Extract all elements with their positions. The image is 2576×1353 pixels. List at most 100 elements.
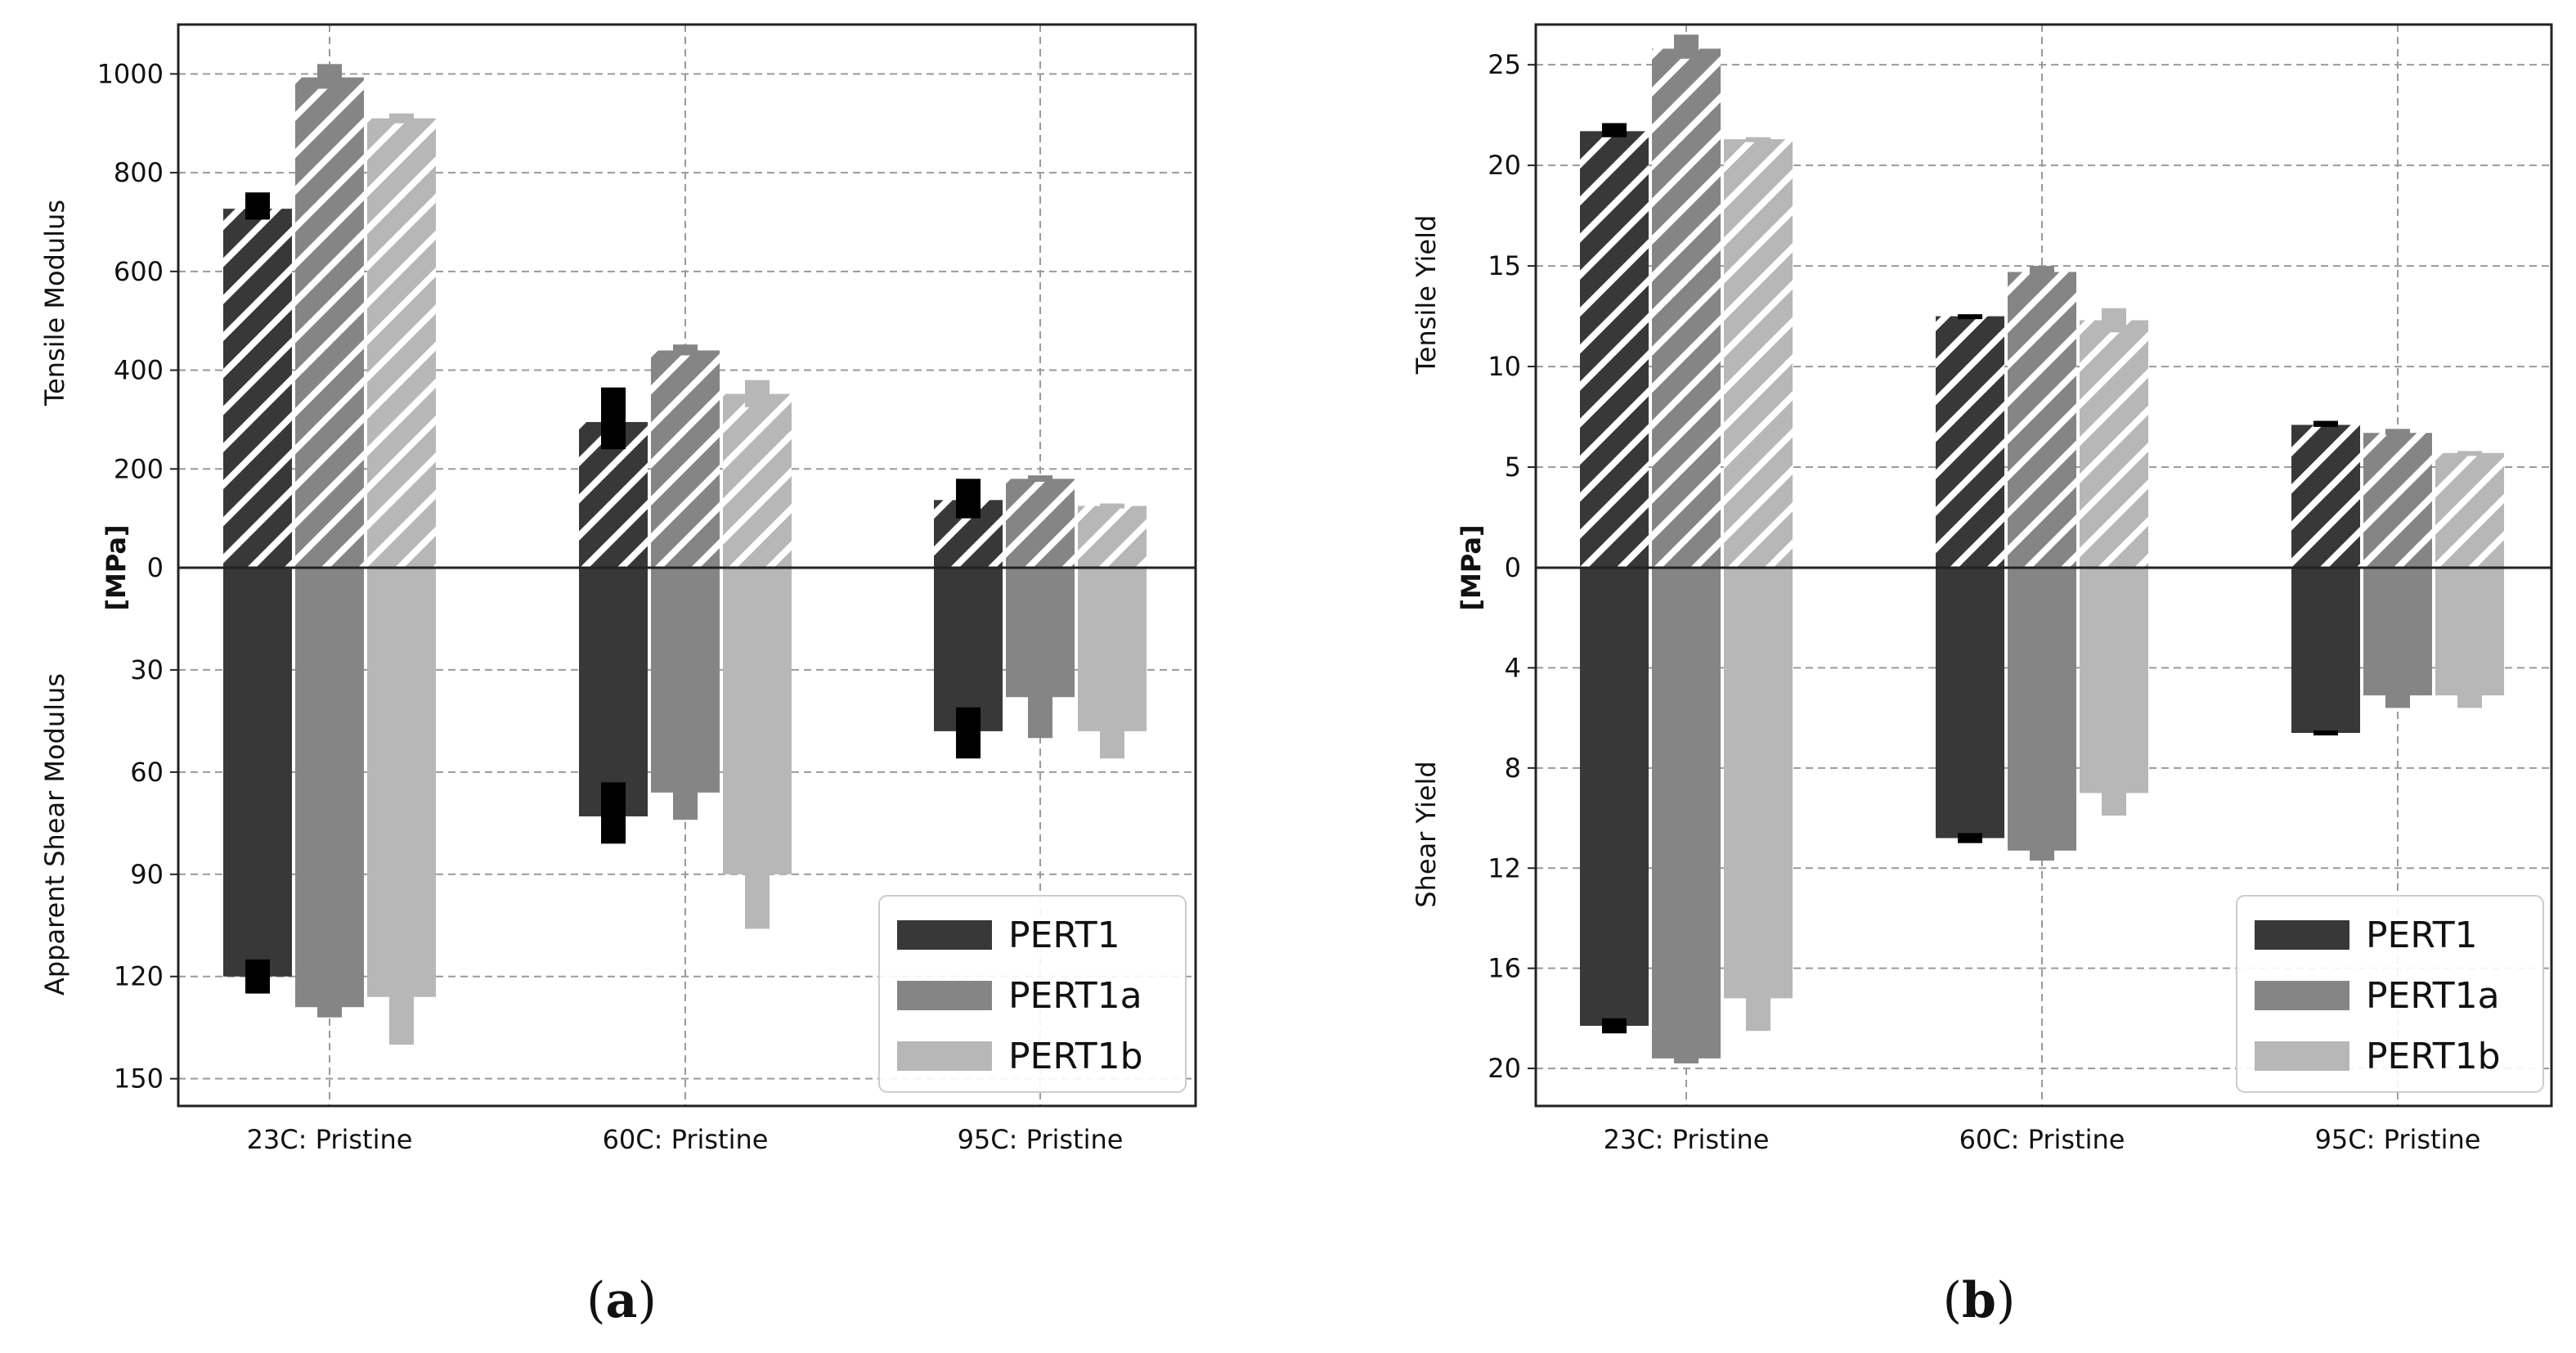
- legend-swatch: [897, 920, 992, 950]
- bar-top-pert1a-1: [2008, 272, 2076, 568]
- legend-label: PERT1a: [2366, 975, 2500, 1017]
- y-tick-label: 800: [114, 157, 164, 188]
- error-top-pert1b-0: [389, 113, 414, 124]
- bar-top-pert1b-0: [367, 118, 436, 568]
- error-bottom-pert1b-2: [2457, 693, 2482, 708]
- legend-swatch: [2255, 920, 2349, 950]
- error-top-pert1b-2: [1100, 503, 1124, 509]
- panel-b-caption: (b): [1943, 1272, 2016, 1329]
- bar-top-pert1-0: [1580, 131, 1649, 568]
- error-bottom-pert1-0: [1602, 1018, 1627, 1034]
- error-bottom-pert1b-1: [2102, 775, 2126, 816]
- legend-label: PERT1b: [2366, 1036, 2501, 1077]
- y-tick-label: 90: [130, 859, 164, 890]
- x-category-label: 23C: Pristine: [1604, 1124, 1770, 1155]
- y-tick-label: 20: [1488, 1053, 1521, 1084]
- bar-top-pert1a-0: [295, 77, 364, 568]
- bar-bottom-pert1b-0: [367, 568, 436, 997]
- panel-b-legend: PERT1 PERT1a PERT1b: [2236, 895, 2544, 1093]
- bar-top-pert1b-0: [1724, 139, 1793, 568]
- panel-a-caption: (a): [586, 1272, 657, 1329]
- bar-top-pert1a-2: [1006, 479, 1075, 568]
- bar-bottom-pert1a-1: [2008, 568, 2076, 851]
- panel-a-tick-labels: 200 400 600 800 1000 0 30 60 90 120 150: [97, 58, 178, 1095]
- bar-bottom-pert1-2: [2291, 568, 2360, 733]
- error-top-pert1-2: [956, 479, 981, 519]
- y-tick-label: 25: [1488, 49, 1521, 80]
- error-bottom-pert1a-2: [2385, 682, 2410, 708]
- error-bottom-pert1b-0: [389, 946, 414, 1045]
- bar-top-pert1a-0: [1652, 48, 1721, 569]
- x-category-label: 95C: Pristine: [2315, 1124, 2481, 1155]
- error-top-pert1a-0: [317, 64, 342, 89]
- bar-bottom-pert1a-0: [295, 568, 364, 1008]
- error-top-pert1a-0: [1674, 34, 1699, 59]
- error-top-pert1a-2: [2385, 429, 2410, 435]
- panel-b-caption-letter: b: [1962, 1272, 1996, 1329]
- legend-swatch: [2255, 1041, 2349, 1071]
- bar-bottom-pert1-1: [1936, 568, 2004, 838]
- legend-swatch: [897, 1041, 992, 1071]
- bar-bottom-pert1a-1: [651, 568, 720, 793]
- y-tick-label: 8: [1505, 753, 1521, 784]
- x-category-label: 95C: Pristine: [958, 1124, 1124, 1155]
- bar-bottom-pert1-0: [1580, 568, 1649, 1027]
- error-top-pert1-0: [245, 192, 270, 220]
- panel-a-bars: [223, 64, 1147, 1045]
- y-tick-label: 16: [1488, 953, 1521, 984]
- panel-b-category-labels: 23C: Pristine 60C: Pristine 95C: Pristine: [1604, 1124, 2481, 1155]
- y-tick-label: 0: [1505, 552, 1521, 583]
- panel-b-ylabel-bottom: Shear Yield: [1411, 761, 1442, 907]
- error-top-pert1a-2: [1028, 475, 1052, 482]
- legend-label: PERT1: [2366, 915, 2478, 956]
- bar-top-pert1-2: [2291, 425, 2360, 568]
- bar-bottom-pert1b-2: [2435, 568, 2504, 696]
- error-bottom-pert1-0: [245, 959, 270, 994]
- bar-bottom-pert1-0: [223, 568, 292, 977]
- panel-a-category-labels: 23C: Pristine 60C: Pristine 95C: Pristine: [247, 1124, 1124, 1155]
- error-top-pert1-2: [2313, 420, 2338, 427]
- bar-bottom-pert1a-2: [2363, 568, 2432, 696]
- legend-label: PERT1: [1008, 915, 1120, 956]
- panel-b-frame: [1534, 23, 2553, 1108]
- bar-top-pert1b-2: [1078, 506, 1147, 568]
- x-category-label: 60C: Pristine: [603, 1124, 769, 1155]
- panel-b-tick-labels: 5 10 15 20 25 0 4 8 12 16 20: [1488, 49, 1536, 1084]
- y-tick-label: 30: [130, 654, 164, 685]
- error-top-pert1b-1: [2102, 308, 2126, 333]
- legend-label: PERT1b: [1008, 1036, 1143, 1077]
- error-bottom-pert1b-1: [745, 823, 770, 929]
- panel-a-chart: 200 400 600 800 1000 0 30 60 90 120 150 23C: Prist…: [39, 23, 1197, 1329]
- bar-bottom-pert1-2: [934, 568, 1003, 731]
- error-top-pert1a-1: [2030, 266, 2054, 278]
- y-tick-label: 4: [1505, 652, 1521, 683]
- x-category-label: 23C: Pristine: [247, 1124, 413, 1155]
- error-top-pert1-0: [1602, 123, 1627, 137]
- panel-b-chart: 5 10 15 20 25 0 4 8 12 16 20 23C: Pristine 60C: Pri…: [1411, 23, 2553, 1329]
- error-bottom-pert1b-2: [1100, 700, 1124, 759]
- error-bottom-pert1-1: [1958, 833, 1982, 843]
- bar-top-pert1b-1: [2080, 320, 2148, 568]
- error-bottom-pert1a-0: [317, 996, 342, 1018]
- error-top-pert1b-0: [1746, 137, 1770, 142]
- x-category-label: 60C: Pristine: [1959, 1124, 2125, 1155]
- error-bottom-pert1-1: [601, 782, 626, 844]
- bar-top-pert1a-2: [2363, 433, 2432, 568]
- bar-bottom-pert1a-0: [1652, 568, 1721, 1059]
- legend-swatch: [897, 981, 992, 1010]
- y-tick-label: 120: [114, 961, 164, 992]
- bar-bottom-pert1b-0: [1724, 568, 1793, 999]
- y-tick-label: 15: [1488, 250, 1521, 281]
- panel-a-unit-label: [MPa]: [101, 524, 132, 610]
- error-bottom-pert1b-0: [1746, 973, 1770, 1032]
- y-tick-label: 0: [147, 552, 164, 583]
- error-bottom-pert1a-2: [1028, 663, 1052, 739]
- error-top-pert1-1: [1958, 314, 1982, 320]
- y-tick-label: 150: [114, 1063, 164, 1095]
- bar-top-pert1b-1: [723, 393, 792, 568]
- panel-b-ylabel-top: Tensile Yield: [1411, 215, 1442, 375]
- y-tick-label: 1000: [97, 58, 164, 89]
- panel-b-unit-label: [MPa]: [1456, 524, 1487, 610]
- error-top-pert1a-1: [673, 344, 698, 356]
